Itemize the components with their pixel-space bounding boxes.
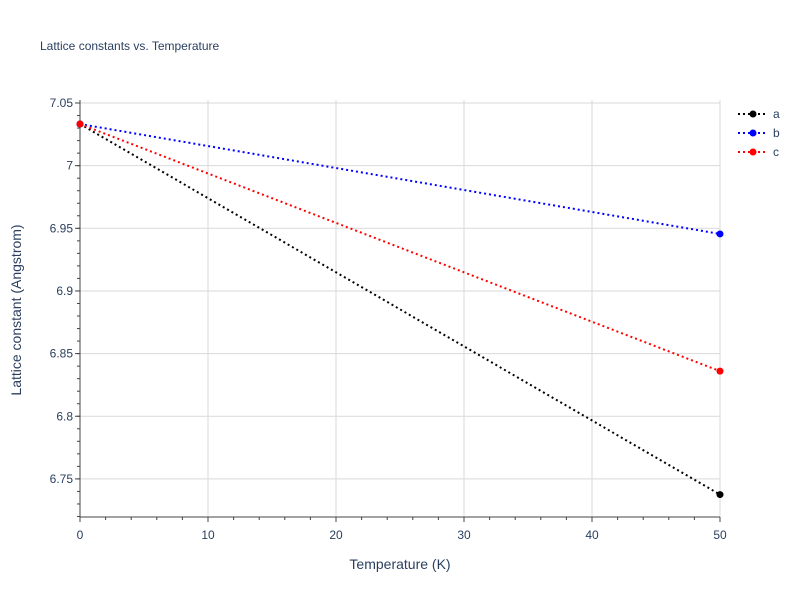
series-line-c — [79, 123, 721, 373]
series-line-a — [79, 123, 721, 496]
legend-label-a: a — [773, 107, 780, 121]
y-tick-label: 6.8 — [56, 409, 73, 423]
x-tick-label: 10 — [201, 528, 215, 542]
series-line-b — [79, 123, 721, 235]
data-point-c — [76, 120, 84, 128]
x-axis-label: Temperature (K) — [349, 556, 450, 572]
x-tick-label: 20 — [329, 528, 343, 542]
y-tick-label: 6.95 — [50, 221, 74, 235]
y-tick-label: 6.75 — [50, 472, 74, 486]
y-tick-label: 7.05 — [50, 96, 74, 110]
legend-label-c: c — [773, 145, 779, 159]
chart-title: Lattice constants vs. Temperature — [40, 39, 220, 53]
x-tick-label: 30 — [457, 528, 471, 542]
data-point-c — [716, 367, 724, 375]
x-tick-label: 0 — [77, 528, 84, 542]
legend-marker-b — [749, 129, 757, 137]
y-tick-label: 7 — [66, 159, 73, 173]
legend-marker-c — [749, 148, 757, 156]
x-tick-label: 40 — [585, 528, 599, 542]
data-point-a — [716, 491, 724, 499]
x-tick-label: 50 — [713, 528, 727, 542]
y-tick-label: 6.85 — [50, 347, 74, 361]
legend-marker-a — [749, 110, 757, 118]
y-axis-label: Lattice constant (Angstrom) — [8, 224, 24, 395]
legend-label-b: b — [773, 126, 780, 140]
data-point-b — [716, 230, 724, 238]
y-tick-label: 6.9 — [56, 284, 73, 298]
